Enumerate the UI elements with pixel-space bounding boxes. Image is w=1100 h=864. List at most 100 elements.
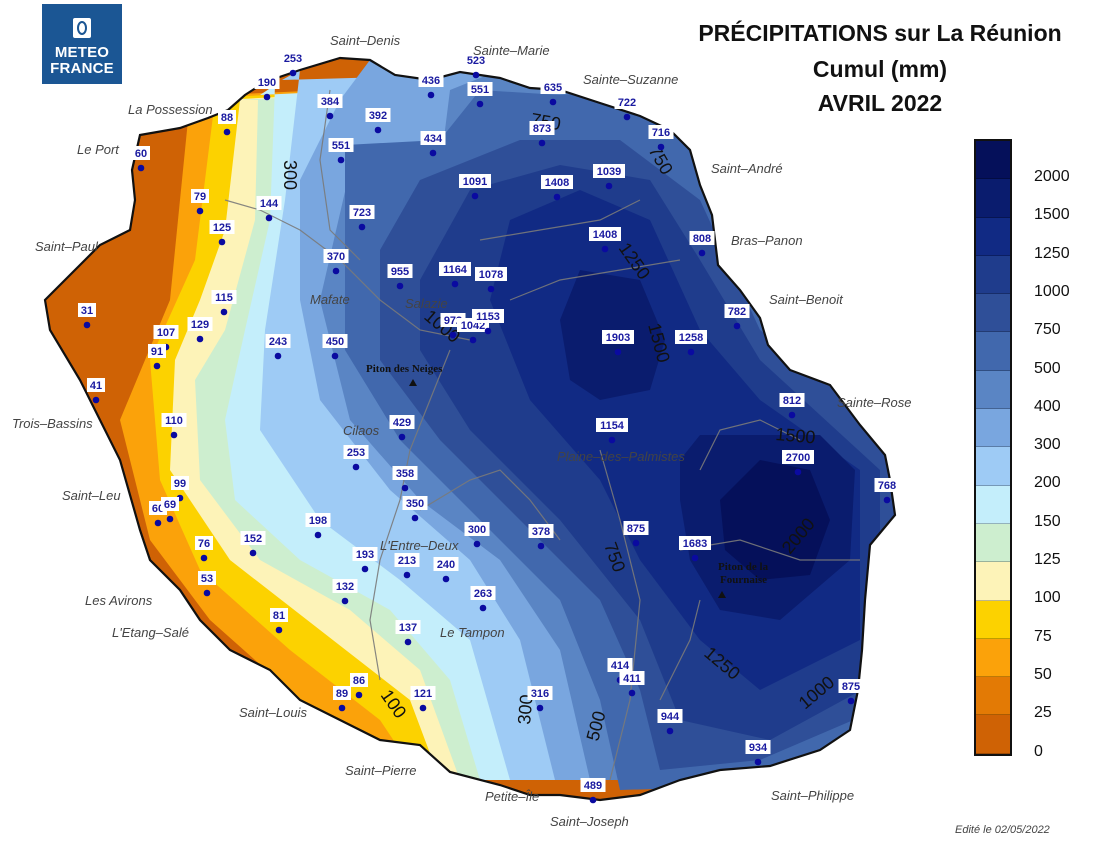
station-marker[interactable]: 812 <box>779 393 805 419</box>
station-marker[interactable]: 429 <box>389 415 415 441</box>
station-dot-icon <box>154 519 162 527</box>
station-marker[interactable]: 768 <box>874 478 900 504</box>
station-value: 31 <box>81 305 93 317</box>
station-marker[interactable]: 782 <box>724 304 750 330</box>
station-marker[interactable]: 722 <box>614 95 640 121</box>
station-dot-icon <box>341 597 349 605</box>
station-marker[interactable]: 551 <box>328 138 354 164</box>
station-marker[interactable]: 875 <box>623 521 649 547</box>
station-marker[interactable]: 1078 <box>475 267 507 293</box>
station-marker[interactable]: 1154 <box>596 418 628 444</box>
station-dot-icon <box>429 149 437 157</box>
station-marker[interactable]: 489 <box>580 778 606 804</box>
station-value: 414 <box>611 660 630 672</box>
station-value-box <box>433 557 459 571</box>
legend-band <box>976 141 1010 180</box>
station-marker[interactable]: 300 <box>464 522 490 548</box>
station-marker[interactable]: 213 <box>394 553 420 579</box>
station-marker[interactable]: 316 <box>527 686 553 712</box>
station-marker[interactable]: 190 <box>254 75 280 101</box>
station-marker[interactable]: 1903 <box>602 330 634 356</box>
station-value-box <box>389 415 415 429</box>
station-marker[interactable]: 41 <box>87 378 105 404</box>
station-marker[interactable]: 1408 <box>589 227 621 253</box>
station-marker[interactable]: 60 <box>132 146 150 172</box>
station-marker[interactable]: 378 <box>528 524 554 550</box>
station-marker[interactable]: 240 <box>433 557 459 583</box>
place-name: La Possession <box>128 102 213 117</box>
station-marker[interactable]: 1258 <box>675 330 707 356</box>
station-marker[interactable]: 358 <box>392 466 418 492</box>
station-marker[interactable]: 110 <box>161 413 187 439</box>
station-marker[interactable]: 350 <box>402 496 428 522</box>
station-marker[interactable]: 193 <box>352 547 378 573</box>
station-marker[interactable]: 144 <box>256 196 282 222</box>
station-marker[interactable]: 414 <box>607 658 633 684</box>
station-marker[interactable]: 86 <box>350 673 368 699</box>
station-marker[interactable]: 551 <box>467 82 493 108</box>
station-value: 1154 <box>600 420 625 432</box>
station-marker[interactable]: 808 <box>689 231 715 257</box>
station-marker[interactable]: 89 <box>333 686 351 712</box>
station-marker[interactable]: 91 <box>148 344 166 370</box>
station-marker[interactable]: 934 <box>745 740 771 766</box>
station-marker[interactable]: 450 <box>322 334 348 360</box>
station-value-box <box>350 673 368 687</box>
station-marker[interactable]: 88 <box>218 110 236 136</box>
station-marker[interactable]: 434 <box>420 131 446 157</box>
station-marker[interactable]: 99 <box>171 476 189 502</box>
station-marker[interactable]: 875 <box>838 679 864 705</box>
station-marker[interactable]: 53 <box>198 571 216 597</box>
station-marker[interactable]: 60 <box>149 501 167 527</box>
place-name: Saint–Philippe <box>771 788 854 803</box>
station-value-box <box>779 393 805 407</box>
station-marker[interactable]: 411 <box>619 671 645 697</box>
logo-line1: METEO <box>54 44 110 61</box>
station-value: 523 <box>467 55 485 67</box>
station-marker[interactable]: 1164 <box>439 262 471 288</box>
station-marker[interactable]: 955 <box>387 264 413 290</box>
station-marker[interactable]: 198 <box>305 513 331 539</box>
station-marker[interactable]: 132 <box>332 579 358 605</box>
station-marker[interactable]: 1408 <box>541 175 573 201</box>
station-marker[interactable]: 436 <box>418 73 444 99</box>
station-marker[interactable]: 253 <box>343 445 369 471</box>
station-marker[interactable]: 125 <box>209 220 235 246</box>
station-dot-icon <box>358 223 366 231</box>
station-value: 723 <box>353 207 371 219</box>
station-marker[interactable]: 635 <box>540 80 566 106</box>
station-marker[interactable]: 944 <box>657 709 683 735</box>
station-marker[interactable]: 716 <box>648 125 674 151</box>
station-marker[interactable]: 76 <box>195 536 213 562</box>
station-marker[interactable]: 69 <box>161 497 179 523</box>
station-marker[interactable]: 1153 <box>472 309 504 335</box>
station-marker[interactable]: 79 <box>191 189 209 215</box>
station-marker[interactable]: 253 <box>280 51 306 77</box>
station-marker[interactable]: 115 <box>211 290 237 316</box>
station-marker[interactable]: 370 <box>323 249 349 275</box>
station-dot-icon <box>589 796 597 804</box>
station-marker[interactable]: 392 <box>365 108 391 134</box>
station-marker[interactable]: 384 <box>317 94 343 120</box>
station-marker[interactable]: 152 <box>240 531 266 557</box>
station-marker[interactable]: 723 <box>349 205 375 231</box>
station-marker[interactable]: 2700 <box>782 450 814 476</box>
station-value-box <box>623 521 649 535</box>
station-marker[interactable]: 1091 <box>459 174 491 200</box>
station-value-box <box>280 51 306 65</box>
station-marker[interactable]: 523 <box>467 55 485 79</box>
station-marker[interactable]: 121 <box>410 686 436 712</box>
station-marker[interactable]: 263 <box>470 586 496 612</box>
station-marker[interactable]: 1039 <box>593 164 625 190</box>
station-value-box <box>410 686 436 700</box>
station-marker[interactable]: 31 <box>78 303 96 329</box>
station-marker[interactable]: 129 <box>187 317 213 343</box>
station-marker[interactable]: 243 <box>265 334 291 360</box>
station-marker[interactable]: 137 <box>395 620 421 646</box>
station-marker[interactable]: 1683 <box>679 536 711 562</box>
station-marker[interactable]: 873 <box>529 121 555 147</box>
station-value: 213 <box>398 555 416 567</box>
station-marker[interactable]: 81 <box>270 608 288 634</box>
map-period: AVRIL 2022 <box>817 90 943 116</box>
